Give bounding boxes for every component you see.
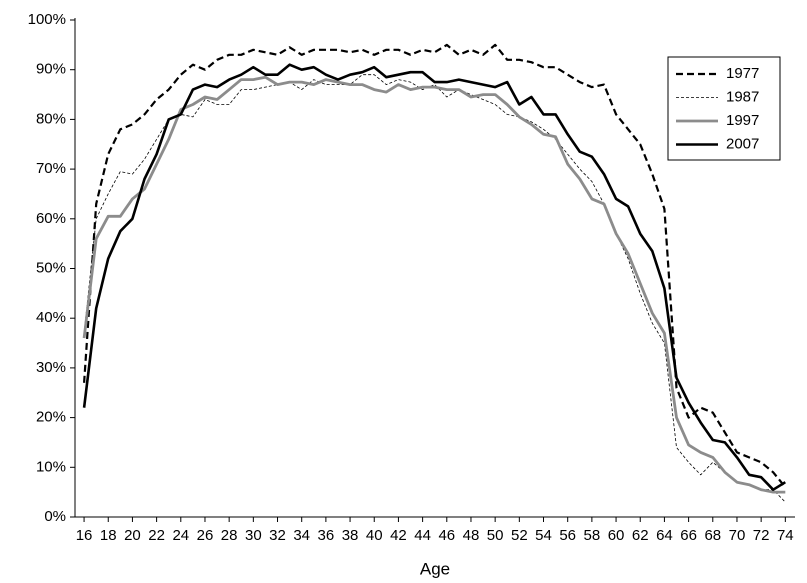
x-tick-label: 60 (608, 527, 625, 544)
x-tick-label: 50 (487, 527, 504, 544)
x-tick-label: 62 (632, 527, 649, 544)
x-tick-label: 42 (390, 527, 407, 544)
x-tick-label: 44 (414, 527, 431, 544)
x-tick-label: 26 (197, 527, 214, 544)
x-tick-label: 18 (100, 527, 117, 544)
x-tick-label: 32 (269, 527, 286, 544)
x-tick-label: 52 (511, 527, 528, 544)
x-tick-label: 38 (342, 527, 359, 544)
y-tick-label: 70% (36, 160, 66, 177)
x-tick-label: 16 (76, 527, 93, 544)
x-tick-label: 30 (245, 527, 262, 544)
y-tick-label: 60% (36, 210, 66, 227)
y-tick-label: 40% (36, 309, 66, 326)
legend-box (667, 56, 781, 161)
x-tick-label: 20 (124, 527, 141, 544)
y-tick-label: 10% (36, 458, 66, 475)
x-tick-label: 34 (293, 527, 310, 544)
x-axis-label: Age (420, 559, 450, 578)
x-tick-label: 74 (777, 527, 794, 544)
legend-label: 1997 (726, 112, 759, 129)
legend-label: 1977 (726, 65, 759, 82)
line-series (82, 63, 786, 491)
x-tick-label: 70 (729, 527, 746, 544)
x-tick-label: 46 (438, 527, 455, 544)
x-tick-label: 56 (559, 527, 576, 544)
y-tick-label: 90% (36, 61, 66, 78)
line-series (83, 74, 786, 503)
line-series (83, 43, 787, 488)
x-tick-label: 72 (753, 527, 770, 544)
y-tick-label: 50% (36, 259, 66, 276)
x-tick-label: 64 (656, 527, 673, 544)
y-tick-label: 80% (36, 110, 66, 127)
y-tick-label: 30% (36, 359, 66, 376)
x-tick-label: 36 (318, 527, 335, 544)
x-tick-label: 68 (704, 527, 721, 544)
x-tick-label: 24 (172, 527, 189, 544)
x-tick-label: 58 (584, 527, 601, 544)
x-tick-label: 28 (221, 527, 238, 544)
y-tick-label: 0% (44, 508, 66, 525)
x-tick-label: 40 (366, 527, 383, 544)
x-tick-label: 22 (148, 527, 165, 544)
x-tick-label: 66 (680, 527, 697, 544)
y-tick-label: 100% (28, 11, 66, 28)
legend-label: 1987 (726, 88, 759, 105)
line-series (82, 75, 786, 494)
y-tick-label: 20% (36, 409, 66, 426)
x-tick-label: 48 (463, 527, 480, 544)
x-tick-label: 54 (535, 527, 552, 544)
legend-label: 2007 (726, 135, 759, 152)
